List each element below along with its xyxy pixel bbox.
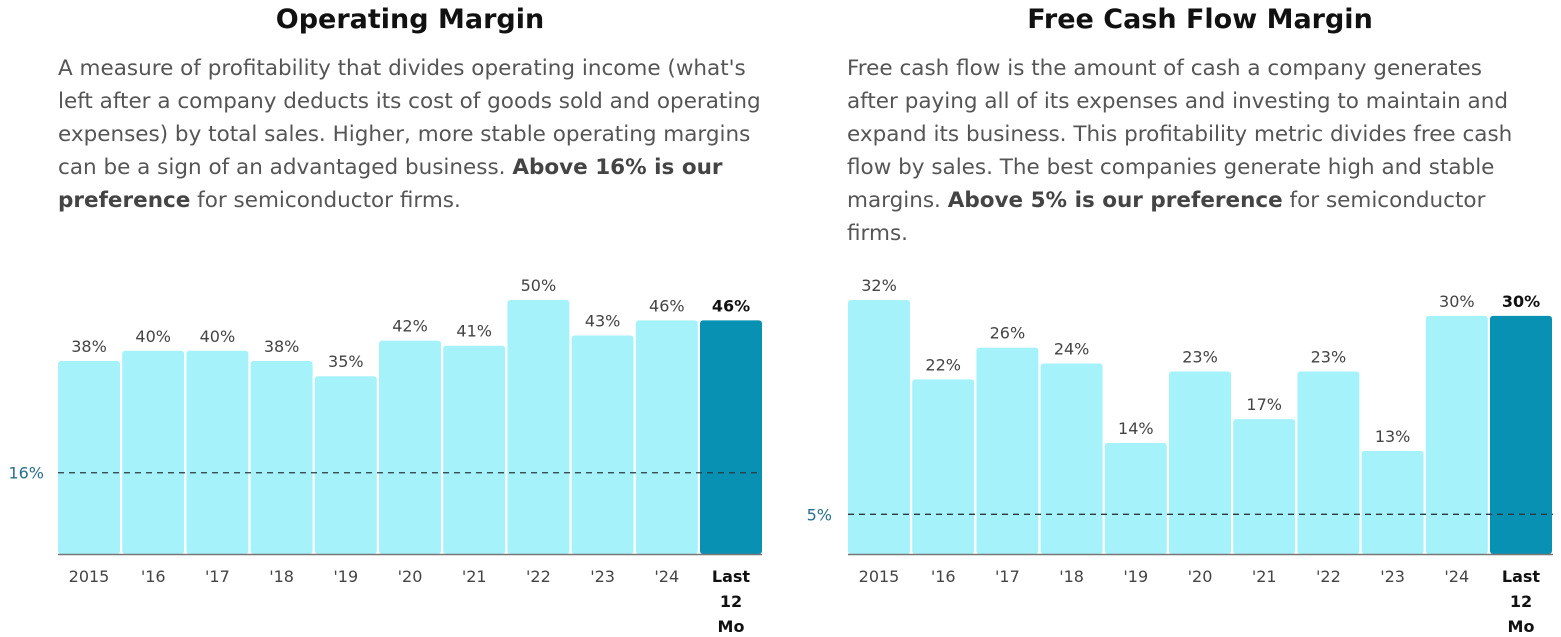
bar-0: [848, 300, 910, 554]
bar-value-label: 17%: [1246, 395, 1282, 414]
bar-2: [976, 347, 1039, 554]
bar-value-label: 30%: [1439, 292, 1475, 311]
bar-value-label: 30%: [1502, 292, 1540, 311]
x-tick-label: '23: [590, 567, 615, 586]
chart-title: Free Cash Flow Margin: [1027, 4, 1373, 35]
bar-value-label: 40%: [200, 327, 236, 346]
description-emphasis: Above 5% is our preference: [947, 188, 1283, 213]
x-tick-label: '21: [462, 567, 487, 586]
bar-10: [1490, 315, 1552, 554]
bar-4: [314, 376, 377, 554]
x-tick-label: '17: [995, 567, 1020, 586]
x-tick-label: '17: [205, 567, 230, 586]
bar-1: [122, 350, 185, 554]
bar-6: [443, 345, 506, 554]
bar-value-label: 42%: [392, 317, 428, 336]
bar-value-label: 23%: [1311, 347, 1347, 366]
bar-1: [912, 379, 975, 554]
bar-value-label: 24%: [1054, 340, 1090, 359]
bar-value-label: 32%: [861, 276, 897, 295]
bar-0: [58, 360, 120, 554]
x-tick-label: '20: [1188, 567, 1213, 586]
description-emphasis: Above 16% is our preference: [58, 155, 723, 213]
x-tick-label: 2015: [69, 567, 110, 586]
bar-7: [1297, 371, 1360, 554]
chart-description: A measure of profitability that divides …: [58, 52, 778, 217]
bar-value-label: 40%: [135, 327, 171, 346]
bar-10: [700, 320, 762, 554]
bar-7: [507, 300, 570, 554]
x-tick-label: '19: [1123, 567, 1148, 586]
x-tick-label: Last 12 Mo: [1502, 567, 1541, 636]
bar-value-label: 14%: [1118, 419, 1154, 438]
description-text-end: for semiconductor firms.: [190, 188, 461, 213]
reference-line-label: 5%: [807, 505, 832, 524]
bar-8: [571, 335, 634, 554]
bar-6: [1233, 419, 1296, 554]
bar-value-label: 46%: [649, 296, 685, 315]
chart-title: Operating Margin: [275, 4, 545, 35]
x-tick-label: '24: [654, 567, 679, 586]
x-tick-label: '20: [398, 567, 423, 586]
operating-margin-chart: 38% 2015 40% '16 40% '17 38% '18 35% '19 42% '20 41%…: [8, 276, 762, 636]
bar-2: [186, 350, 249, 554]
bar-8: [1361, 450, 1424, 554]
x-tick-label: '23: [1380, 567, 1405, 586]
fcf-margin-panel: Free Cash Flow Margin Free cash flow is …: [790, 0, 1561, 637]
description-text: Free cash flow is the amount of cash a c…: [847, 56, 1513, 213]
operating-margin-panel: Operating Margin A measure of profitabil…: [0, 0, 780, 637]
bar-9: [1425, 315, 1488, 554]
bar-value-label: 22%: [925, 355, 961, 374]
bar-value-label: 43%: [585, 312, 621, 331]
bar-value-label: 13%: [1375, 427, 1411, 446]
bar-value-label: 38%: [71, 337, 107, 356]
x-tick-label: '16: [141, 567, 166, 586]
chart-description: Free cash flow is the amount of cash a c…: [847, 52, 1537, 250]
x-tick-label: '16: [931, 567, 956, 586]
bar-value-label: 46%: [712, 296, 750, 315]
bar-value-label: 38%: [264, 337, 300, 356]
description-text: A measure of profitability that divides …: [58, 56, 761, 180]
x-tick-label: Last 12 Mo: [712, 567, 751, 636]
bar-3: [250, 360, 313, 554]
bar-value-label: 50%: [521, 276, 557, 295]
x-tick-label: '19: [333, 567, 358, 586]
x-tick-label: '24: [1444, 567, 1469, 586]
x-tick-label: '18: [1059, 567, 1084, 586]
x-tick-label: '22: [1316, 567, 1341, 586]
bar-value-label: 41%: [456, 322, 492, 341]
bar-value-label: 26%: [990, 324, 1026, 343]
x-tick-label: 2015: [859, 567, 900, 586]
bar-9: [635, 320, 698, 554]
x-tick-label: '18: [269, 567, 294, 586]
bar-5: [379, 340, 441, 554]
reference-line-label: 16%: [8, 464, 44, 483]
x-tick-label: '22: [526, 567, 551, 586]
bar-3: [1040, 363, 1103, 554]
bar-5: [1169, 371, 1231, 554]
x-tick-label: '21: [1252, 567, 1277, 586]
bar-value-label: 23%: [1182, 347, 1218, 366]
fcf-margin-chart: 32% 2015 22% '16 26% '17 24% '18 14% '19 23% '20 17%…: [807, 276, 1553, 636]
description-text-end: for semiconductor firms.: [847, 188, 1486, 246]
bar-value-label: 35%: [328, 352, 364, 371]
bar-4: [1104, 442, 1167, 554]
